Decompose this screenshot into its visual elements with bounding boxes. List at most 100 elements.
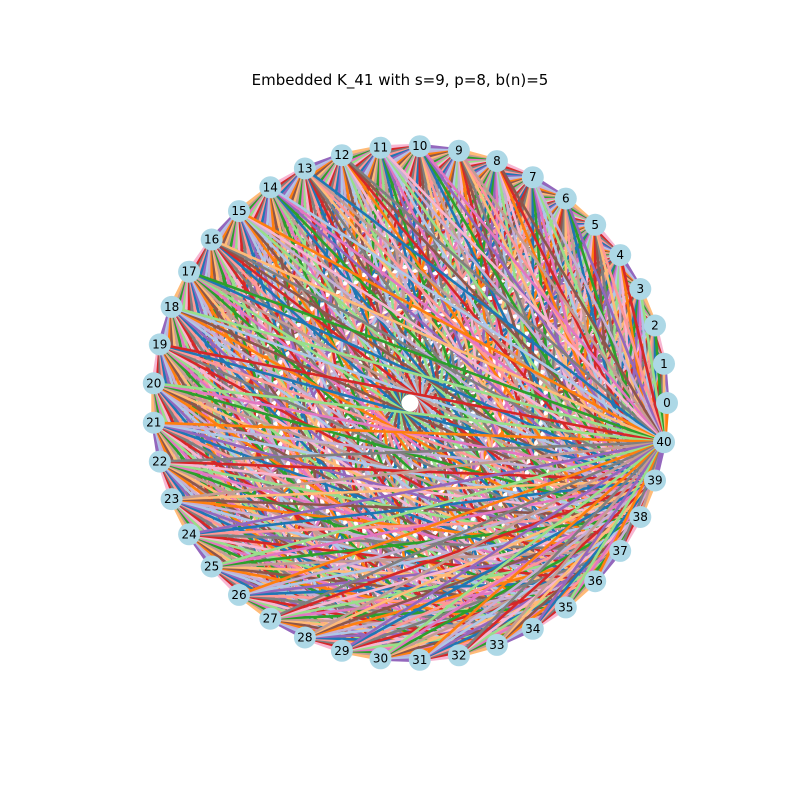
edge-30-40 <box>379 441 665 660</box>
node-label: 10 <box>412 139 427 153</box>
node-label: 9 <box>455 144 463 158</box>
node-38: 38 <box>629 506 652 528</box>
node-12: 12 <box>330 144 353 167</box>
node-label: 30 <box>373 651 388 665</box>
node-circle <box>584 570 607 593</box>
node-circle <box>330 144 353 167</box>
edge-32-39 <box>458 479 656 657</box>
node-circle <box>142 372 165 395</box>
edge-29-40 <box>341 441 665 652</box>
node-circle <box>554 187 577 210</box>
edge-16-40 <box>211 238 665 444</box>
node-label: 3 <box>636 282 644 296</box>
edge-35-40 <box>564 441 666 609</box>
figure-title: Embedded K_41 with s=9, p=8, b(n)=5 <box>251 71 549 89</box>
node-5: 5 <box>584 213 607 236</box>
edge-32-40 <box>457 441 665 657</box>
node-label: 12 <box>334 148 349 162</box>
node-label: 0 <box>663 396 671 410</box>
edge-11-40 <box>379 146 665 444</box>
node-23: 23 <box>160 488 183 511</box>
node-circle <box>609 244 632 267</box>
edge-31-37 <box>419 549 621 661</box>
node-circle <box>369 647 392 670</box>
node-circle <box>644 469 666 492</box>
edge-8-38 <box>495 160 642 518</box>
node-circle <box>200 555 223 578</box>
node-21: 21 <box>142 411 165 434</box>
edge-layer <box>151 143 670 663</box>
edge-9-37 <box>457 150 622 552</box>
edge-31-38 <box>419 515 642 661</box>
edge-9-40 <box>457 149 666 443</box>
node-label: 13 <box>297 162 312 176</box>
edge-24-36 <box>188 533 596 583</box>
edge-26-37 <box>238 549 621 597</box>
edge-27-38 <box>269 515 641 620</box>
node-17: 17 <box>178 260 201 283</box>
node-26: 26 <box>228 583 250 606</box>
node-label: 1 <box>660 357 668 371</box>
node-29: 29 <box>330 639 353 662</box>
node-25: 25 <box>200 555 223 578</box>
node-label: 32 <box>451 648 466 662</box>
node-label: 27 <box>263 612 278 626</box>
node-layer: 0123456789101112131415161718192021222324… <box>142 135 678 671</box>
node-32: 32 <box>447 644 470 667</box>
node-label: 14 <box>263 180 278 194</box>
edge-27-39 <box>269 479 656 620</box>
node-2: 2 <box>644 314 666 337</box>
node-circle <box>228 583 250 606</box>
node-37: 37 <box>609 539 632 562</box>
node-label: 6 <box>562 192 570 206</box>
edge-11-39 <box>379 146 657 482</box>
node-11: 11 <box>369 136 392 159</box>
node-circle <box>554 596 577 619</box>
node-label: 26 <box>231 588 246 602</box>
edge-29-39 <box>341 479 656 652</box>
node-20: 20 <box>142 372 165 395</box>
node-circle <box>293 157 316 180</box>
node-circle <box>293 626 316 649</box>
edge-22-40 <box>159 440 665 463</box>
node-31: 31 <box>408 648 431 671</box>
node-9: 9 <box>447 139 470 162</box>
edge-37-40 <box>618 441 666 552</box>
node-22: 22 <box>148 450 171 473</box>
node-label: 2 <box>651 319 659 333</box>
node-circle <box>584 213 607 236</box>
node-circle <box>330 639 353 662</box>
node-label: 37 <box>613 544 628 558</box>
node-28: 28 <box>293 626 316 649</box>
edge-15-40 <box>238 209 665 444</box>
node-label: 11 <box>373 141 388 155</box>
node-circle <box>656 392 678 414</box>
edge-25-40 <box>211 440 665 568</box>
edge-32-38 <box>458 515 642 657</box>
node-label: 24 <box>181 527 196 541</box>
node-circle <box>521 166 544 189</box>
node-39: 39 <box>644 469 666 492</box>
node-30: 30 <box>369 647 392 670</box>
edge-26-38 <box>238 515 641 597</box>
node-label: 8 <box>493 154 501 168</box>
edge-4-40 <box>618 254 666 443</box>
node-label: 39 <box>647 474 662 488</box>
edge-31-40 <box>418 441 665 661</box>
node-0: 0 <box>656 392 678 414</box>
edge-2-40 <box>653 325 666 443</box>
edge-33-39 <box>495 479 656 646</box>
node-label: 23 <box>164 492 179 506</box>
node-label: 34 <box>525 622 540 636</box>
node-35: 35 <box>554 596 577 619</box>
edge-21-40 <box>153 421 665 444</box>
edge-8-40 <box>495 160 666 443</box>
node-36: 36 <box>584 570 607 593</box>
node-label: 18 <box>164 300 179 314</box>
node-label: 4 <box>616 248 624 262</box>
edge-34-39 <box>531 479 657 630</box>
edge-6-40 <box>564 198 666 443</box>
node-24: 24 <box>178 523 201 546</box>
edge-28-40 <box>304 441 665 639</box>
node-34: 34 <box>521 617 544 640</box>
